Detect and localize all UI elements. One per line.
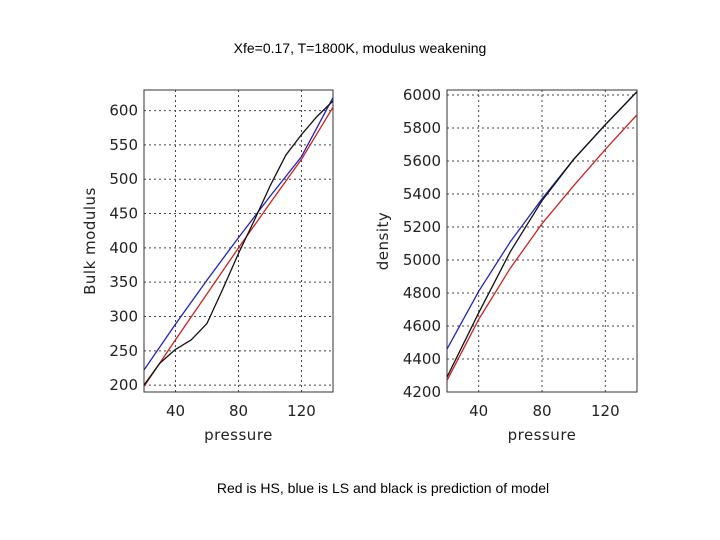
x-tick-label: 80 (229, 402, 248, 420)
x-tick-label: 40 (166, 402, 185, 420)
y-tick-label: 5400 (403, 185, 441, 203)
figure-caption: Red is HS, blue is LS and black is predi… (216, 480, 550, 496)
figure-title: Xfe=0.17, T=1800K, modulus weakening (233, 40, 487, 56)
y-tick-label: 600 (109, 102, 138, 120)
y-tick-label: 500 (109, 170, 138, 188)
x-tick-label: 40 (469, 402, 488, 420)
series-line-model (144, 100, 333, 386)
y-tick-label: 4200 (403, 383, 441, 401)
series-line-hs (144, 106, 333, 387)
y-tick-label: 4800 (403, 284, 441, 302)
x-tick-label: 80 (532, 402, 551, 420)
x-tick-label: 120 (287, 402, 316, 420)
y-axis-label: density (374, 212, 392, 271)
bulk-modulus-panel: 40 80 120 200 250 300 350 400 450 500 550 600 pressu… (81, 89, 334, 444)
y-tick-label: 200 (109, 376, 138, 394)
y-tick-label: 4600 (403, 317, 441, 335)
series-line-hs (447, 114, 637, 381)
x-axis-label: pressure (204, 426, 273, 444)
y-tick-label: 6000 (403, 86, 441, 104)
y-tick-label: 550 (109, 136, 138, 154)
y-tick-label: 5000 (403, 251, 441, 269)
y-axis-label: Bulk modulus (81, 187, 99, 295)
y-tick-label: 400 (109, 239, 138, 257)
y-tick-label: 300 (109, 308, 138, 326)
y-tick-label: 450 (109, 205, 138, 223)
y-tick-label: 4400 (403, 350, 441, 368)
y-tick-label: 5800 (403, 119, 441, 137)
y-tick-label: 5600 (403, 152, 441, 170)
density-panel: 40 80 120 4200 4400 4600 4800 5000 5200 5400 5600 5… (374, 86, 638, 444)
y-tick-label: 250 (109, 342, 138, 360)
plot-frame (446, 89, 638, 393)
series-line-model (447, 91, 637, 378)
y-tick-label: 5200 (403, 218, 441, 236)
x-axis-label: pressure (508, 426, 577, 444)
y-tick-label: 350 (109, 273, 138, 291)
x-tick-label: 120 (591, 402, 620, 420)
plot-frame (143, 89, 334, 393)
series-line-ls (144, 97, 333, 371)
